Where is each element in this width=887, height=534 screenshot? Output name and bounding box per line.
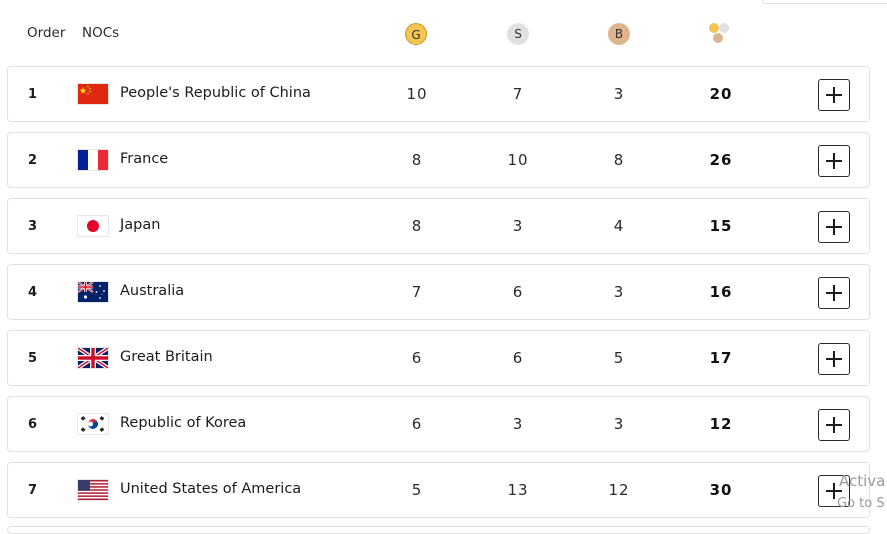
noc-name: France: [120, 151, 169, 167]
bronze-count: 3: [613, 85, 625, 103]
table-row: 3 Japan 8 3 4 15: [7, 198, 870, 254]
expand-row-button[interactable]: [818, 343, 850, 375]
table-row: 1 People's Republic of China 10 7 3 20: [7, 66, 870, 122]
order-number: 4: [28, 285, 38, 300]
expand-row-button[interactable]: [818, 145, 850, 177]
silver-count: 13: [507, 481, 529, 499]
expand-row-button[interactable]: [818, 277, 850, 309]
total-count: 12: [709, 415, 733, 433]
order-number: 3: [28, 219, 38, 234]
silver-count: 6: [512, 283, 524, 301]
expand-row-button[interactable]: [818, 475, 850, 507]
table-row: 7 United States of America 5 13 12 30: [7, 462, 870, 518]
total-count: 15: [709, 217, 733, 235]
japan-flag-icon: [78, 216, 108, 236]
bronze-count: 8: [613, 151, 625, 169]
silver-medal-icon: S: [507, 23, 529, 45]
noc-name: Great Britain: [120, 349, 213, 365]
gold-medal-icon: G: [405, 23, 427, 45]
bronze-medal-icon: B: [608, 23, 630, 45]
france-flag-icon: [78, 150, 108, 170]
gold-count: 6: [411, 415, 423, 433]
china-flag-icon: [78, 84, 108, 104]
gold-count: 7: [411, 283, 423, 301]
korea-flag-icon: [78, 414, 108, 434]
gold-count: 5: [411, 481, 423, 499]
gold-count: 10: [406, 85, 428, 103]
bronze-count: 3: [613, 415, 625, 433]
silver-count: 10: [507, 151, 529, 169]
usa-flag-icon: [78, 480, 108, 500]
table-header: Order NOCs G S B: [0, 0, 887, 66]
table-row: 4 Australia 7 6 3 16: [7, 264, 870, 320]
gold-count: 6: [411, 349, 423, 367]
table-row: 2 France 8 10 8 26: [7, 132, 870, 188]
expand-row-button[interactable]: [818, 79, 850, 111]
order-number: 6: [28, 417, 38, 432]
bronze-count: 3: [613, 283, 625, 301]
noc-name: People's Republic of China: [120, 85, 311, 101]
bronze-count: 12: [608, 481, 630, 499]
silver-count: 6: [512, 349, 524, 367]
order-number: 5: [28, 351, 38, 366]
noc-name: Republic of Korea: [120, 415, 247, 431]
bronze-count: 4: [613, 217, 625, 235]
australia-flag-icon: [78, 282, 108, 302]
table-row: 6 Republic of Korea 6 3 3 12: [7, 396, 870, 452]
bronze-count: 5: [613, 349, 625, 367]
next-row-edge: [7, 526, 870, 534]
silver-count: 7: [512, 85, 524, 103]
order-number: 1: [28, 87, 38, 102]
total-count: 26: [709, 151, 733, 169]
total-count: 16: [709, 283, 733, 301]
total-count: 30: [709, 481, 733, 499]
noc-name: Japan: [120, 217, 161, 233]
total-count: 20: [709, 85, 733, 103]
activation-watermark-sub: Go to S: [837, 496, 885, 511]
noc-name: Australia: [120, 283, 185, 299]
order-number: 7: [28, 483, 38, 498]
top-edge-line: [762, 0, 887, 4]
silver-count: 3: [512, 415, 524, 433]
order-number: 2: [28, 153, 38, 168]
great-britain-flag-icon: [78, 348, 108, 368]
gold-count: 8: [411, 217, 423, 235]
expand-row-button[interactable]: [818, 409, 850, 441]
activation-watermark: Activa: [839, 472, 886, 490]
order-column-header: Order: [27, 25, 66, 41]
expand-row-button[interactable]: [818, 211, 850, 243]
silver-count: 3: [512, 217, 524, 235]
gold-count: 8: [411, 151, 423, 169]
nocs-column-header: NOCs: [82, 25, 120, 41]
total-count: 17: [709, 349, 733, 367]
table-row: 5 Great Britain 6 6 5 17: [7, 330, 870, 386]
medals-total-icon: [709, 22, 739, 48]
noc-name: United States of America: [120, 481, 302, 497]
